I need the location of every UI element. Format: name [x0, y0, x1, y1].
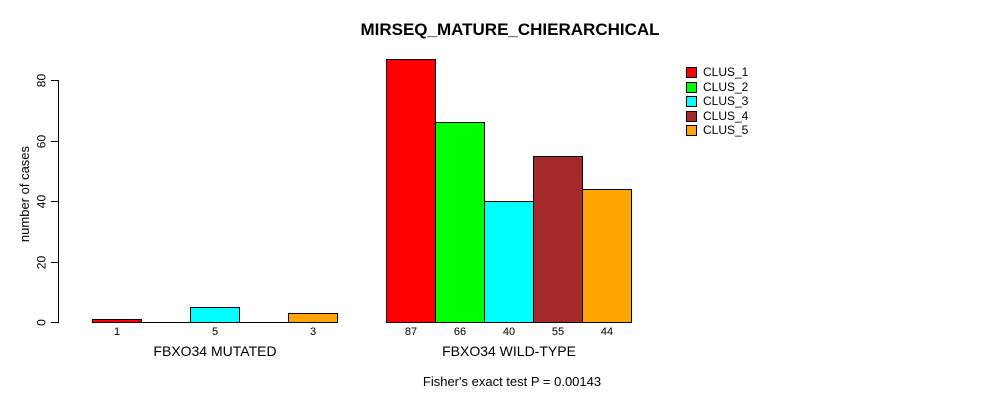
- bar-clus_1: [92, 319, 142, 323]
- bar-value-label: 5: [211, 326, 219, 338]
- legend-label: CLUS_4: [703, 109, 749, 123]
- legend-swatch-icon: [686, 124, 697, 136]
- group-label-wild-type: FBXO34 WILD-TYPE: [442, 343, 576, 359]
- group-label-mutated: FBXO34 MUTATED: [153, 343, 277, 359]
- bar-clus_4: [533, 156, 583, 323]
- bar-value-label: 44: [600, 326, 614, 338]
- y-tick-label: 80: [34, 73, 49, 88]
- y-axis-line: [58, 80, 59, 323]
- y-tick-mark: [51, 322, 58, 323]
- legend-swatch-icon: [686, 81, 697, 93]
- bar-value-label: 87: [404, 326, 418, 338]
- bar-clus_1: [386, 59, 436, 323]
- bar-clus_5: [288, 313, 338, 323]
- legend-item: CLUS_5: [686, 124, 748, 136]
- y-tick-label: 20: [34, 255, 49, 270]
- legend-item: CLUS_2: [686, 81, 748, 93]
- legend-swatch-icon: [686, 66, 697, 78]
- y-tick-mark: [51, 262, 58, 263]
- legend-item: CLUS_4: [686, 110, 748, 122]
- bar-value-label: 1: [113, 326, 121, 338]
- bar-value-label: 3: [309, 326, 317, 338]
- bar-clus_2: [435, 122, 485, 323]
- bar-clus_3: [484, 201, 534, 323]
- y-tick-mark: [51, 201, 58, 202]
- y-tick-mark: [51, 80, 58, 81]
- y-axis-title: number of cases: [17, 145, 32, 243]
- legend-item: CLUS_1: [686, 66, 748, 78]
- legend-item: CLUS_3: [686, 95, 748, 107]
- legend-label: CLUS_5: [703, 123, 749, 137]
- legend-swatch-icon: [686, 95, 697, 107]
- bar-clus_3: [190, 307, 240, 323]
- legend-swatch-icon: [686, 110, 697, 122]
- chart-title: MIRSEQ_MATURE_CHIERARCHICAL: [360, 20, 660, 39]
- y-tick-label: 40: [34, 194, 49, 209]
- bar-value-label: 40: [502, 326, 516, 338]
- y-tick-mark: [51, 141, 58, 142]
- bar-clus_5: [582, 189, 632, 323]
- legend-label: CLUS_3: [703, 94, 749, 108]
- fisher-test-annotation: Fisher's exact test P = 0.00143: [422, 374, 602, 389]
- y-tick-label: 60: [34, 134, 49, 149]
- bar-value-label: 55: [551, 326, 565, 338]
- legend-label: CLUS_1: [703, 65, 749, 79]
- y-tick-label: 0: [34, 319, 49, 326]
- bar-value-label: 66: [453, 326, 467, 338]
- legend-label: CLUS_2: [703, 80, 749, 94]
